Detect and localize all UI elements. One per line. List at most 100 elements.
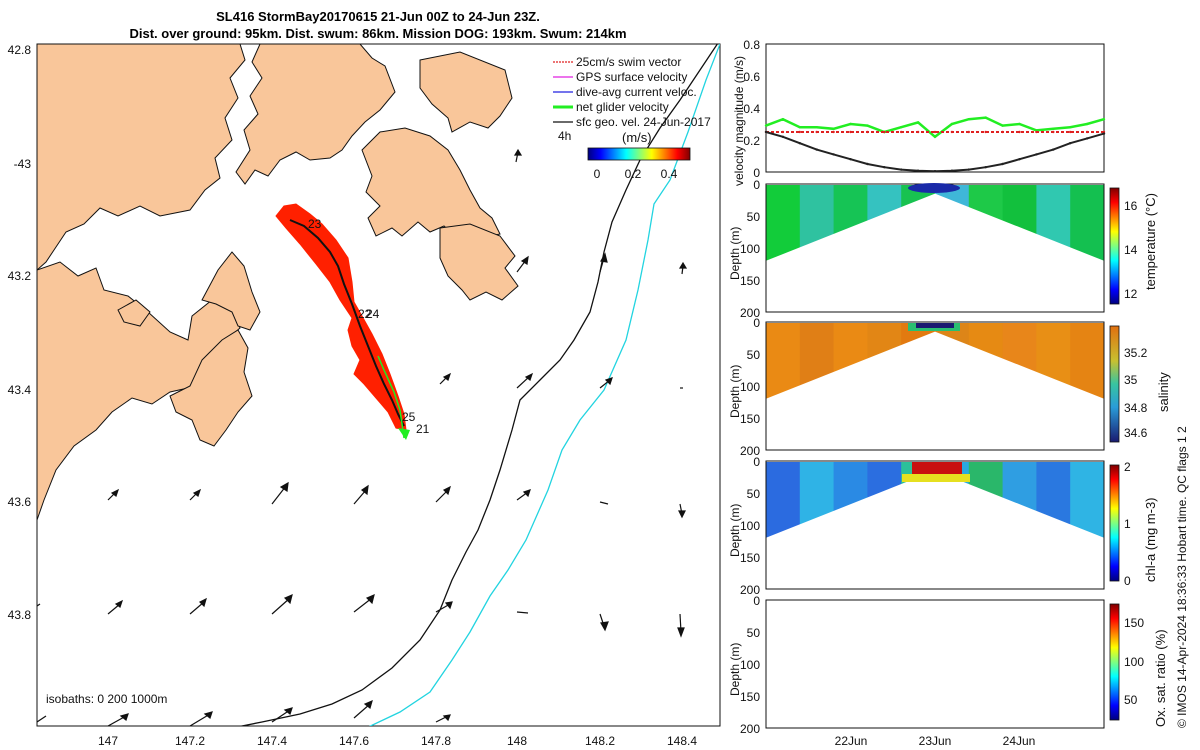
map-lat-axis: 42.8 -43 43.2 43.4 43.6 43.8	[8, 43, 32, 622]
depth-tick: 100	[740, 242, 760, 256]
chla-cbar-tick: 2	[1124, 460, 1131, 474]
salinity-section: 0 50 100 150 200 Depth (m) 34.6 34.8 35 …	[728, 316, 1171, 458]
title-line-1: SL416 StormBay20170615 21-Jun 00Z to 24-…	[216, 9, 540, 24]
lat-tick: 43.2	[8, 269, 32, 283]
chla-subsurface-band	[902, 474, 970, 482]
depth-tick: 200	[740, 722, 760, 736]
lon-tick: 147.2	[175, 734, 205, 748]
section-bottom-mask	[766, 470, 1104, 588]
velocity-point	[916, 130, 920, 134]
velocity-point	[832, 153, 835, 156]
time-xtick: 23Jun	[919, 734, 952, 748]
lat-tick: 43.8	[8, 608, 32, 622]
legend-label: sfc geo. vel. 24-Jun-2017	[576, 115, 711, 129]
velocity-point	[849, 122, 852, 126]
oxygen-colorbar	[1109, 603, 1120, 721]
depth-tick: 50	[747, 626, 761, 640]
velocity-point	[1085, 130, 1089, 134]
velocity-point	[967, 130, 970, 134]
velocity-point	[1069, 130, 1072, 134]
velocity-point	[1035, 130, 1038, 134]
land-bruny-north	[201, 251, 261, 331]
oxygen-cbar-tick: 50	[1124, 693, 1138, 707]
salinity-cbar-tick: 35.2	[1124, 346, 1148, 360]
velocity-point	[1052, 148, 1055, 151]
lat-tick: 42.8	[8, 43, 32, 57]
speed-colorbar-tick: 0	[594, 167, 601, 181]
salinity-colorbar	[1109, 325, 1120, 443]
section-frame-overlay	[765, 460, 1105, 590]
net-velocity-arrowhead	[398, 428, 410, 440]
legend-label: net glider velocity	[576, 100, 669, 114]
temperature-cbar-tick: 14	[1124, 243, 1138, 257]
velocity-point	[900, 126, 903, 129]
oxygen-cbar-tick: 150	[1124, 616, 1144, 630]
velocity-point	[849, 130, 852, 134]
speed-colorbar	[587, 147, 691, 161]
velocity-point	[933, 170, 937, 173]
velocity-point	[815, 148, 818, 151]
lon-tick: 147	[98, 734, 118, 748]
depth-tick: 100	[740, 380, 760, 394]
depth-tick: 200	[740, 306, 760, 320]
velocity-ytick: 0.6	[743, 70, 760, 84]
depth-tick: 0	[753, 455, 760, 469]
velocity-point	[764, 130, 768, 134]
depth-tick: 150	[740, 690, 760, 704]
velocity-point	[1102, 132, 1106, 135]
section-column	[1070, 462, 1105, 539]
velocity-point	[984, 116, 987, 119]
velocity-point	[967, 168, 970, 171]
depth-tick: 200	[740, 444, 760, 458]
velocity-point	[866, 130, 869, 134]
velocity-point	[933, 130, 937, 134]
track-label-24: 24	[366, 307, 380, 321]
section-column	[1070, 185, 1105, 262]
oxygen-section: 0 50 100 150 200 Depth (m) 50 100 150 Ox…	[728, 594, 1168, 748]
depth-tick: 150	[740, 274, 760, 288]
velocity-panel: 0.8 0.6 0.4 0.2 0 velocity magnitude (m/…	[732, 38, 1106, 186]
map-lon-axis: 147 147.2 147.4 147.6 147.8 148 148.2 14…	[98, 734, 697, 748]
section-column	[766, 323, 801, 400]
temperature-cbar-tick: 16	[1124, 199, 1138, 213]
track-label-23: 23	[308, 217, 322, 231]
land-tasman-south	[439, 223, 519, 301]
velocity-point	[798, 142, 801, 145]
velocity-point	[1052, 130, 1055, 134]
depth-tick: 200	[740, 583, 760, 597]
salinity-cbar-tick: 34.8	[1124, 401, 1148, 415]
lon-tick: 147.6	[339, 734, 369, 748]
velocity-point	[849, 158, 852, 161]
velocity-point	[1069, 142, 1072, 145]
velocity-point	[1001, 130, 1004, 134]
velocity-point	[916, 169, 920, 172]
chla-cbar-tick: 0	[1124, 574, 1131, 588]
chla-cbar-label: chl-a (mg m-3)	[1143, 497, 1158, 582]
section-column	[766, 185, 801, 262]
lat-tick: -43	[14, 157, 32, 171]
velocity-ytick: 0	[753, 166, 760, 180]
velocity-point	[1085, 122, 1089, 126]
velocity-point	[781, 135, 785, 138]
land-north-peninsula	[235, 44, 396, 185]
salinity-cbar-label: salinity	[1156, 372, 1171, 412]
lon-tick: 147.4	[257, 734, 287, 748]
velocity-point	[984, 130, 987, 134]
velocity-point	[916, 121, 920, 124]
velocity-point	[798, 130, 801, 134]
depth-tick: 50	[747, 487, 761, 501]
velocity-point	[866, 162, 869, 166]
velocity-ytick: 0.4	[743, 102, 760, 116]
depth-tick: 100	[740, 519, 760, 533]
colorbar-unit-label: (m/s)	[622, 130, 652, 145]
velocity-point	[900, 168, 903, 171]
lat-tick: 43.6	[8, 495, 32, 509]
land-tasman-peninsula	[419, 51, 513, 133]
velocity-point	[798, 126, 801, 129]
depth-tick: 150	[740, 412, 760, 426]
chla-section: 0 50 100 150 200 Depth (m) 0 1 2 chl-a (…	[728, 455, 1158, 597]
velocity-point	[781, 118, 785, 121]
temperature-section: 0 50 100 150 200 Depth (m) 12 14 16 temp…	[728, 178, 1158, 320]
speed-colorbar-tick: 0.4	[661, 167, 678, 181]
